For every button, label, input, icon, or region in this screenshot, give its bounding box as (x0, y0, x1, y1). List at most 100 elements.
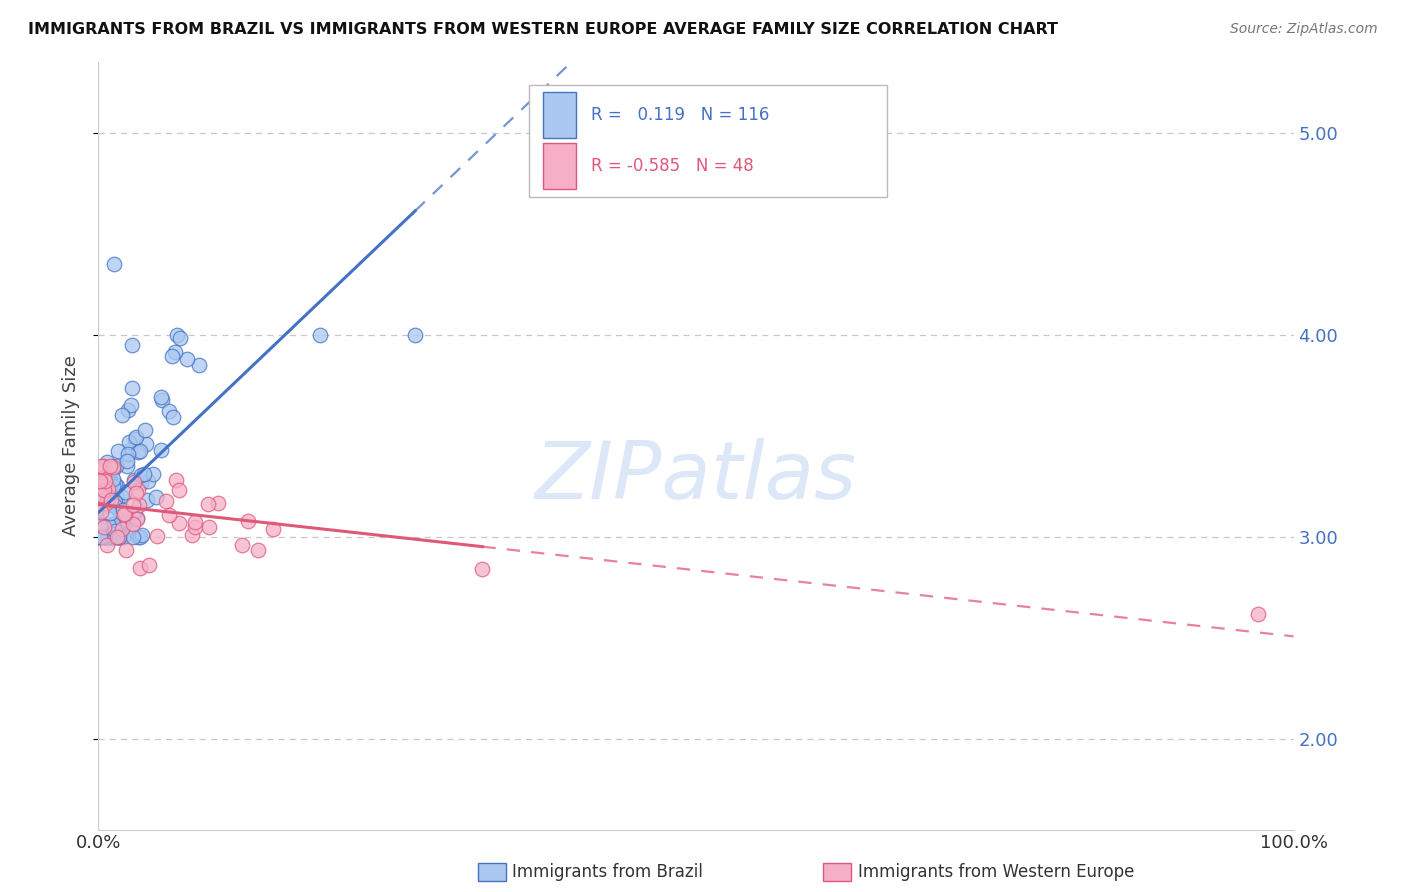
Point (308, 328, 330, 343)
Point (101, 516, 124, 531)
Y-axis label: Average Family Size: Average Family Size (62, 356, 80, 536)
Point (207, 496, 229, 510)
Point (89, 500, 111, 515)
Text: R =   0.119   N = 116: R = 0.119 N = 116 (591, 105, 769, 124)
Point (107, 530, 129, 544)
Point (93, 530, 115, 544)
Point (246, 543, 269, 558)
Point (101, 520, 124, 534)
Point (163, 345, 186, 359)
Point (122, 498, 145, 512)
Point (93, 480, 115, 494)
Point (97, 530, 120, 544)
Point (127, 483, 149, 497)
Point (155, 494, 177, 508)
Point (101, 530, 124, 544)
Point (125, 430, 148, 444)
Point (93, 483, 115, 497)
Point (125, 486, 148, 500)
Point (98, 519, 121, 533)
Point (114, 508, 136, 522)
Point (96, 496, 118, 510)
Point (122, 473, 145, 487)
Point (167, 483, 190, 497)
Point (127, 445, 149, 459)
Point (114, 542, 136, 557)
Point (124, 433, 146, 447)
Point (117, 447, 139, 461)
Point (89, 530, 111, 544)
Point (129, 444, 152, 458)
Point (103, 257, 125, 271)
Point (90, 465, 112, 479)
Point (471, 562, 494, 576)
Point (97, 491, 120, 506)
Point (89, 517, 111, 532)
Point (134, 423, 156, 437)
Point (101, 530, 124, 544)
Point (135, 437, 157, 451)
Point (129, 467, 152, 482)
Point (97, 530, 120, 544)
Point (404, 328, 426, 343)
Point (120, 398, 142, 412)
Point (100, 530, 122, 544)
Point (98, 459, 121, 474)
FancyBboxPatch shape (543, 143, 576, 189)
Point (198, 520, 221, 534)
Point (117, 435, 139, 450)
Point (91, 530, 114, 544)
Point (101, 472, 124, 486)
Text: Source: ZipAtlas.com: Source: ZipAtlas.com (1230, 22, 1378, 37)
Point (100, 490, 122, 504)
Point (165, 473, 187, 487)
Point (180, 528, 202, 542)
Point (183, 515, 205, 529)
Point (107, 530, 129, 544)
Point (93, 459, 115, 474)
Point (90, 488, 112, 502)
Point (135, 492, 157, 507)
Point (96, 470, 118, 484)
Point (150, 390, 173, 404)
Point (131, 528, 153, 542)
Point (100, 524, 122, 538)
Point (117, 403, 139, 417)
Point (118, 442, 141, 457)
Point (107, 501, 129, 516)
Point (125, 512, 148, 526)
Point (90, 481, 112, 495)
Point (94, 530, 117, 544)
Point (96, 455, 118, 469)
Text: Immigrants from Western Europe: Immigrants from Western Europe (858, 863, 1135, 881)
Point (136, 474, 159, 488)
Point (89, 530, 111, 544)
Point (101, 462, 124, 476)
Point (89, 530, 111, 544)
Point (105, 493, 128, 508)
Point (157, 404, 180, 418)
Text: R = -0.585   N = 48: R = -0.585 N = 48 (591, 157, 754, 175)
Text: Immigrants from Brazil: Immigrants from Brazil (512, 863, 703, 881)
Point (112, 507, 135, 521)
Point (138, 558, 160, 572)
Point (1247, 607, 1270, 621)
Point (122, 505, 145, 519)
Point (111, 408, 134, 422)
FancyBboxPatch shape (543, 92, 576, 137)
Point (146, 529, 169, 543)
Point (97, 472, 120, 486)
Point (107, 520, 129, 534)
Point (89, 489, 111, 503)
Point (162, 410, 184, 425)
Point (129, 560, 152, 574)
Point (184, 520, 207, 534)
Point (125, 511, 148, 525)
Point (91, 530, 114, 544)
Point (110, 489, 132, 503)
FancyBboxPatch shape (529, 86, 887, 197)
Point (117, 458, 139, 473)
Point (100, 530, 122, 544)
Point (108, 530, 131, 544)
Point (236, 514, 259, 528)
